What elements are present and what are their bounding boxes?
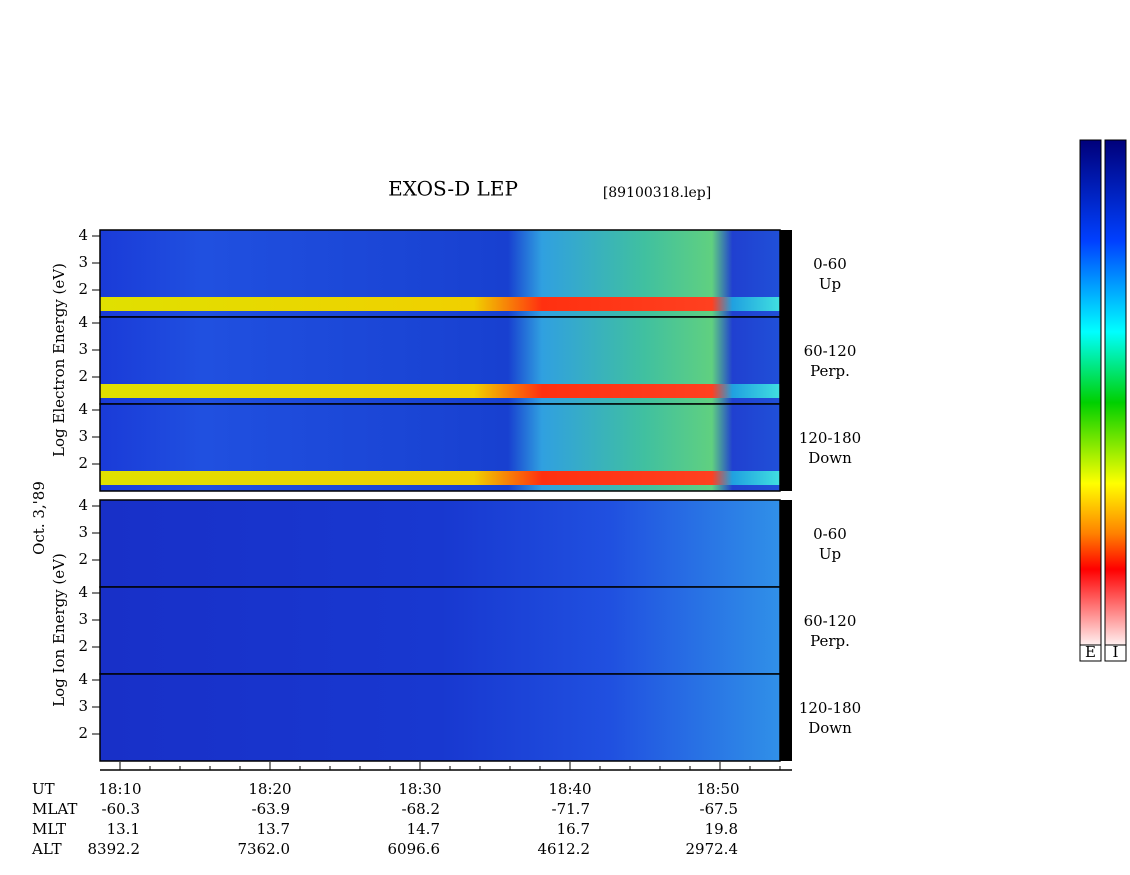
y-tick-label: 3: [78, 697, 88, 715]
panel-direction: Up: [819, 545, 841, 563]
y-tick-label: 3: [78, 427, 88, 445]
spectrogram: [100, 587, 780, 674]
date-label: Oct. 3,'89: [30, 481, 48, 555]
ion-axis-label: Log Ion Energy (eV): [50, 553, 68, 707]
panel-range: 120-180: [799, 699, 861, 717]
orbit-value: -67.5: [700, 800, 738, 818]
y-tick-label: 2: [78, 454, 88, 472]
y-tick-label: 3: [78, 253, 88, 271]
orbit-value: 18:40: [548, 780, 591, 798]
panel-direction: Perp.: [810, 362, 850, 380]
y-tick-label: 4: [78, 400, 88, 418]
data-gap: [780, 587, 792, 674]
orbit-value: 14.7: [407, 820, 440, 838]
orbit-value: -63.9: [252, 800, 290, 818]
y-tick-label: 4: [78, 496, 88, 514]
orbit-row-name: ALT: [31, 840, 62, 858]
y-tick-label: 4: [78, 226, 88, 244]
y-tick-label: 3: [78, 610, 88, 628]
spectrogram: [100, 674, 780, 761]
title: EXOS-D LEP: [388, 177, 518, 201]
panel-direction: Down: [808, 719, 852, 737]
data-gap: [780, 500, 792, 587]
colorbar-label: I: [1113, 643, 1119, 661]
panel-direction: Down: [808, 449, 852, 467]
orbit-row-name: MLT: [32, 820, 66, 838]
low-energy-band: [100, 384, 780, 398]
data-gap: [780, 404, 792, 491]
orbit-value: 19.8: [705, 820, 738, 838]
y-tick-label: 4: [78, 670, 88, 688]
colorbar-label-box: [1079, 644, 1102, 662]
y-tick-label: 3: [78, 523, 88, 541]
orbit-value: 2972.4: [686, 840, 739, 858]
panel-range: 60-120: [804, 612, 857, 630]
panel-range: 0-60: [813, 525, 847, 543]
y-tick-label: 4: [78, 313, 88, 331]
y-tick-label: 2: [78, 724, 88, 742]
orbit-value: 13.7: [257, 820, 290, 838]
orbit-value: -71.7: [552, 800, 590, 818]
low-energy-band: [100, 297, 780, 311]
orbit-value: -68.2: [402, 800, 440, 818]
panel-frame: [99, 403, 781, 492]
colorbar-label-box: [1104, 644, 1127, 662]
panel-frame: [99, 673, 781, 762]
y-tick-label: 3: [78, 340, 88, 358]
data-gap: [780, 674, 792, 761]
panel-range: 0-60: [813, 255, 847, 273]
data-gap: [780, 317, 792, 404]
orbit-value: 7362.0: [238, 840, 291, 858]
orbit-row-name: UT: [32, 780, 55, 798]
orbit-value: 4612.2: [538, 840, 591, 858]
panel-direction: Up: [819, 275, 841, 293]
orbit-value: 16.7: [557, 820, 590, 838]
colorbar-label: E: [1085, 643, 1096, 661]
panel-range: 120-180: [799, 429, 861, 447]
electron-axis-label: Log Electron Energy (eV): [50, 263, 68, 457]
panel-direction: Perp.: [810, 632, 850, 650]
orbit-value: 18:30: [398, 780, 441, 798]
orbit-value: 6096.6: [388, 840, 441, 858]
orbit-value: -60.3: [102, 800, 140, 818]
colorbar: [1104, 139, 1127, 646]
data-gap: [780, 230, 792, 317]
y-tick-label: 2: [78, 280, 88, 298]
y-tick-label: 2: [78, 637, 88, 655]
orbit-value: 18:50: [696, 780, 739, 798]
orbit-value: 18:10: [98, 780, 141, 798]
low-energy-band: [100, 471, 780, 485]
panel-range: 60-120: [804, 342, 857, 360]
y-tick-label: 2: [78, 550, 88, 568]
orbit-value: 18:20: [248, 780, 291, 798]
orbit-row-name: MLAT: [32, 800, 77, 818]
y-tick-label: 2: [78, 367, 88, 385]
spectrogram: [100, 500, 780, 587]
orbit-value: 13.1: [107, 820, 140, 838]
file-name: [89100318.lep]: [603, 185, 711, 201]
orbit-value: 8392.2: [88, 840, 141, 858]
y-tick-label: 4: [78, 583, 88, 601]
colorbar: [1079, 139, 1102, 646]
